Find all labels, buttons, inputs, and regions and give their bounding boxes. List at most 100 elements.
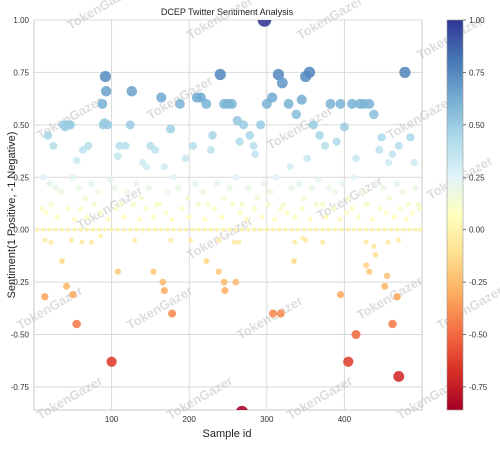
data-point xyxy=(232,173,240,181)
data-point xyxy=(245,227,251,232)
y-tick-label: 0.75 xyxy=(13,68,29,77)
data-point xyxy=(267,92,278,103)
data-point xyxy=(160,163,168,171)
data-point xyxy=(343,356,354,367)
data-point xyxy=(383,272,391,280)
y-tick-label: -0.25 xyxy=(11,278,30,287)
data-point xyxy=(156,201,163,208)
data-point xyxy=(219,214,225,220)
data-point xyxy=(78,227,83,232)
data-point xyxy=(41,293,49,301)
data-point xyxy=(410,210,416,216)
data-point xyxy=(249,141,258,150)
data-point xyxy=(332,188,339,195)
data-point xyxy=(106,216,111,222)
data-point xyxy=(232,278,240,286)
data-point xyxy=(376,227,381,232)
data-point xyxy=(399,66,411,79)
data-point xyxy=(245,131,254,140)
data-point xyxy=(94,188,101,195)
data-point xyxy=(128,227,133,232)
colorbar-gradient xyxy=(447,20,463,410)
data-point xyxy=(339,227,344,232)
data-point xyxy=(189,141,198,150)
data-point xyxy=(175,184,182,191)
data-point xyxy=(350,173,358,181)
data-point xyxy=(320,141,330,150)
data-point xyxy=(130,201,137,208)
data-point xyxy=(84,214,90,220)
data-point xyxy=(358,188,365,195)
data-point xyxy=(370,227,375,232)
data-point xyxy=(308,184,315,191)
data-point xyxy=(235,137,244,146)
data-point xyxy=(142,163,151,171)
colorbar-tick-label: 0.50 xyxy=(469,121,485,130)
data-point xyxy=(236,239,242,245)
data-point xyxy=(125,120,135,130)
data-point xyxy=(163,210,169,216)
data-point xyxy=(276,77,288,89)
data-point xyxy=(277,227,282,232)
y-axis-label: Sentiment(1 Positive, -1 Negative) xyxy=(6,132,18,299)
y-tick-label: 0.00 xyxy=(13,226,29,235)
data-point xyxy=(283,227,288,232)
data-point xyxy=(63,282,71,290)
data-point xyxy=(48,201,54,208)
data-point xyxy=(100,118,110,128)
data-point xyxy=(106,356,117,367)
data-point xyxy=(214,227,220,232)
data-point xyxy=(410,158,418,167)
data-point xyxy=(264,227,269,232)
data-point xyxy=(184,195,191,202)
data-point xyxy=(98,233,104,239)
y-tick-label: 1.00 xyxy=(13,16,29,25)
data-point xyxy=(397,206,403,212)
data-point xyxy=(239,120,249,130)
data-point xyxy=(88,239,94,245)
data-point xyxy=(256,120,266,130)
data-point xyxy=(308,120,318,130)
data-point xyxy=(196,227,201,232)
data-point xyxy=(308,227,313,232)
data-point xyxy=(351,330,361,340)
data-point xyxy=(213,180,221,187)
data-point xyxy=(159,278,167,286)
data-point xyxy=(382,227,387,232)
data-point xyxy=(371,243,377,250)
data-point xyxy=(239,227,245,232)
data-point xyxy=(299,206,306,212)
data-point xyxy=(377,133,386,142)
data-point xyxy=(288,184,295,191)
data-point xyxy=(183,227,189,232)
data-point xyxy=(69,291,77,299)
data-point xyxy=(405,201,411,208)
data-point xyxy=(337,216,343,222)
data-point xyxy=(349,206,355,212)
data-point xyxy=(46,180,53,187)
x-axis-label: Sample id xyxy=(203,428,252,440)
data-point xyxy=(91,201,98,208)
data-point xyxy=(72,319,81,329)
data-point xyxy=(48,239,54,245)
data-point xyxy=(303,237,309,243)
data-point xyxy=(65,227,71,232)
data-point xyxy=(320,227,325,232)
data-point xyxy=(272,216,277,222)
data-point xyxy=(257,20,272,27)
y-tick-label: -0.50 xyxy=(11,331,30,340)
data-point xyxy=(43,210,49,216)
data-points xyxy=(34,20,422,410)
data-point xyxy=(71,216,77,222)
data-point xyxy=(388,227,394,232)
data-point xyxy=(330,206,337,212)
data-point xyxy=(53,227,58,232)
data-point xyxy=(301,227,307,232)
data-point xyxy=(69,173,77,181)
data-point xyxy=(115,227,121,232)
data-point xyxy=(295,227,301,232)
data-point xyxy=(231,239,237,245)
data-point xyxy=(307,216,313,222)
data-point xyxy=(137,216,142,222)
data-point xyxy=(121,227,127,232)
